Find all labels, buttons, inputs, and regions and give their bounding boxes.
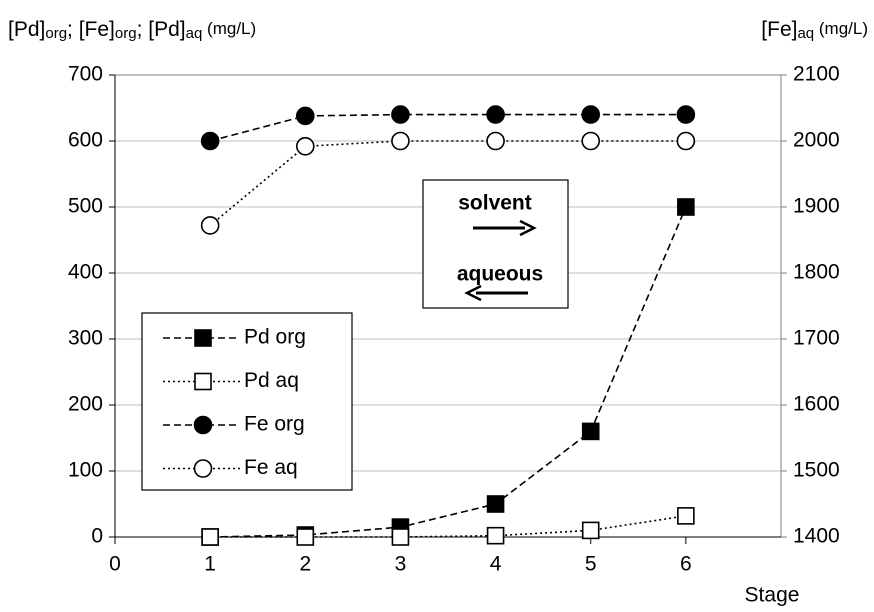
series-line: [210, 206, 687, 538]
marker: [391, 528, 410, 546]
marker: [391, 131, 410, 151]
marker: [581, 131, 601, 151]
series-line: [209, 113, 686, 142]
x-tick-label: 0: [109, 553, 121, 576]
y-tick-label: 500: [68, 195, 103, 218]
arrow-head: [464, 284, 482, 302]
marker: [295, 106, 315, 126]
series-line: [209, 140, 686, 227]
y2-tick-label: 1500: [793, 459, 840, 482]
legend-box: [141, 312, 353, 491]
axis-label-part: (mg/L): [814, 19, 868, 38]
y2-tick-label: 1400: [793, 525, 840, 548]
marker: [676, 105, 696, 124]
y2-tick-label: 2100: [793, 63, 840, 86]
axis-label-part: org: [115, 25, 137, 42]
legend-label: Fe org: [244, 413, 305, 436]
y-tick-label: 200: [68, 393, 103, 416]
marker: [486, 495, 505, 513]
marker: [677, 198, 695, 216]
marker: [194, 329, 212, 347]
y2-tick-label: 1800: [793, 261, 840, 284]
annotation-box: [422, 179, 569, 309]
marker: [486, 105, 505, 124]
marker: [193, 415, 213, 435]
marker: [486, 526, 505, 545]
marker: [677, 507, 695, 525]
y2-tick-label: 1900: [793, 195, 840, 218]
marker: [581, 521, 600, 540]
axis-label: [Fe]aq (mg/L): [761, 18, 868, 43]
series-line: [210, 515, 686, 538]
legend-label: Fe aq: [244, 456, 298, 479]
marker: [194, 372, 212, 391]
annotation: solvent: [458, 192, 532, 215]
axis-label: [Pd]org; [Fe]org; [Pd]aq (mg/L): [8, 18, 256, 43]
y-tick-label: 0: [91, 525, 103, 548]
marker: [391, 105, 410, 124]
axis-label-part: (mg/L): [202, 19, 256, 38]
axis-label-part: org: [45, 25, 67, 42]
axis-label-part: aq: [186, 25, 203, 42]
legend-label: Pd aq: [244, 369, 299, 392]
y-tick-label: 100: [68, 459, 103, 482]
x-axis-label: Stage: [745, 584, 800, 607]
marker: [581, 422, 600, 441]
x-tick-label: 3: [395, 553, 407, 576]
marker: [295, 136, 315, 156]
axis-label-part: ; [Pd]: [137, 18, 186, 41]
y2-tick-label: 1600: [793, 393, 840, 416]
annotation: aqueous: [457, 263, 543, 286]
marker: [581, 105, 601, 124]
y2-tick-label: 2000: [793, 129, 840, 152]
x-tick-label: 1: [204, 553, 216, 576]
axis-label-part: aq: [797, 25, 814, 42]
y-tick-label: 300: [68, 327, 103, 350]
marker: [200, 216, 220, 235]
marker: [486, 131, 505, 151]
y-tick-label: 700: [68, 63, 103, 86]
x-tick-label: 2: [299, 553, 311, 576]
axis-label-part: [Fe]: [761, 18, 797, 41]
marker: [296, 528, 315, 546]
y-tick-label: 400: [68, 261, 103, 284]
y-tick-label: 600: [68, 129, 103, 152]
y2-tick-label: 1700: [793, 327, 840, 350]
marker: [200, 131, 220, 151]
x-tick-label: 6: [680, 553, 692, 576]
marker: [201, 528, 219, 546]
x-tick-label: 4: [490, 553, 502, 576]
x-tick-label: 5: [585, 553, 597, 576]
axis-label-part: [Pd]: [8, 18, 45, 41]
arrow-head: [519, 219, 537, 237]
axis-label-part: ; [Fe]: [67, 18, 115, 41]
legend-label: Pd org: [244, 326, 306, 349]
marker: [193, 459, 213, 478]
marker: [676, 131, 696, 151]
